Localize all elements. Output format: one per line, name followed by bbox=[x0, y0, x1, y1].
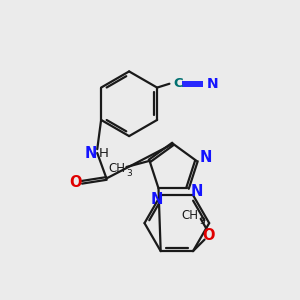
Text: N: N bbox=[207, 77, 219, 91]
Text: 3: 3 bbox=[126, 169, 132, 178]
Text: CH: CH bbox=[182, 209, 198, 222]
Text: O: O bbox=[202, 228, 215, 243]
Text: CH: CH bbox=[108, 162, 125, 175]
Text: 3: 3 bbox=[200, 218, 205, 226]
Text: N: N bbox=[200, 150, 212, 165]
Text: O: O bbox=[69, 175, 82, 190]
Text: C: C bbox=[173, 77, 183, 90]
Text: H: H bbox=[98, 146, 108, 160]
Text: N: N bbox=[151, 192, 163, 207]
Text: N: N bbox=[85, 146, 97, 160]
Text: N: N bbox=[190, 184, 203, 199]
